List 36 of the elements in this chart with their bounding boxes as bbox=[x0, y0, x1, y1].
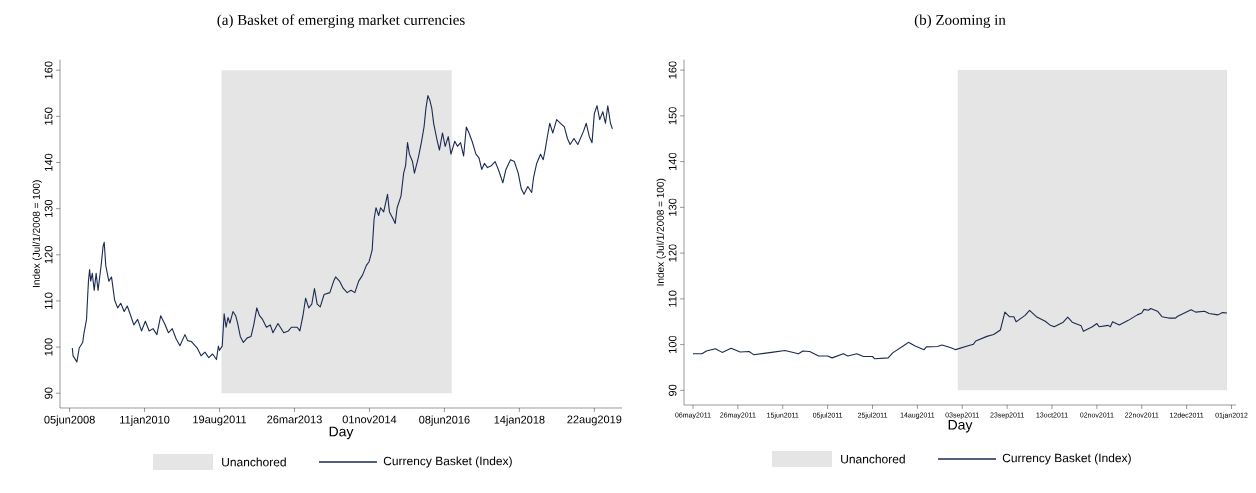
y-tick-label: 130 bbox=[44, 199, 53, 217]
legend-label: Unanchored bbox=[222, 457, 286, 467]
y-tick-label: 90 bbox=[668, 384, 677, 396]
x-tick-label: 05jun2008 bbox=[44, 415, 95, 426]
y-tick-label: 100 bbox=[668, 335, 677, 353]
x-tick-label: 01nov2014 bbox=[342, 415, 397, 424]
x-tick-label: 11jan2010 bbox=[120, 415, 170, 426]
y-tick-label: 120 bbox=[44, 246, 53, 264]
legend-label: Unanchored bbox=[841, 454, 905, 464]
x-tick-label: 26mar2013 bbox=[267, 415, 322, 424]
x-axis-title: Day bbox=[329, 426, 354, 440]
line-series bbox=[692, 307, 1228, 360]
x-axis-title: Day bbox=[948, 419, 973, 433]
y-tick-label: 100 bbox=[44, 338, 53, 356]
y-axis-title: Index (Jul/1/2008 = 100) bbox=[32, 180, 42, 287]
x-tick-label: 22aug2019 bbox=[567, 415, 622, 426]
line-series bbox=[71, 95, 613, 363]
y-tick-label: 150 bbox=[668, 107, 677, 125]
y-tick-label: 120 bbox=[668, 244, 677, 262]
chart-title: (b) Zooming in bbox=[914, 14, 1006, 29]
y-tick-label: 140 bbox=[44, 153, 53, 171]
y-tick-label: 150 bbox=[44, 107, 53, 125]
x-tick-label: 08jun2016 bbox=[419, 415, 470, 426]
y-tick-label: 160 bbox=[668, 61, 677, 79]
y-tick-label: 130 bbox=[668, 198, 677, 216]
y-tick-label: 140 bbox=[668, 152, 677, 170]
y-tick-label: 110 bbox=[668, 290, 677, 307]
legend-label: Currency Basket (Index) bbox=[383, 456, 512, 468]
chart-title: (a) Basket of emerging market currencies bbox=[217, 14, 465, 29]
legend-label: Currency Basket (Index) bbox=[1002, 453, 1131, 465]
y-tick-label: 90 bbox=[44, 387, 53, 399]
y-axis-title: Index (Jul/1/2008 = 100) bbox=[656, 178, 666, 286]
y-tick-label: 160 bbox=[44, 61, 53, 79]
y-tick-label: 110 bbox=[44, 292, 53, 309]
x-tick-label: 19aug2011 bbox=[193, 415, 247, 426]
x-tick-label: 14jan2018 bbox=[494, 415, 545, 426]
